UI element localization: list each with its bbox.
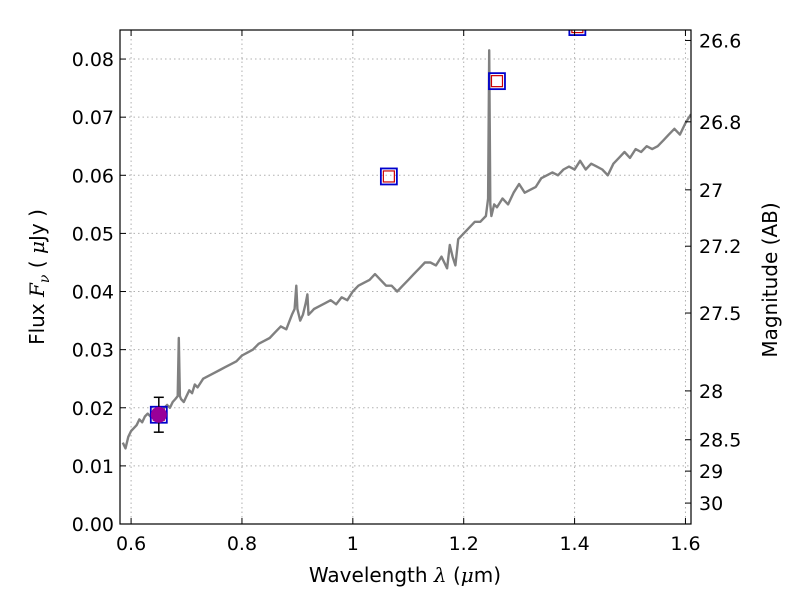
y-tick-label: 0.07: [72, 107, 114, 129]
x-tick-label: 0.6: [116, 533, 146, 555]
y2-tick-label: 30: [699, 493, 723, 515]
data-layer: [121, 30, 691, 450]
y-tick-label: 0.04: [72, 282, 114, 304]
grid-lines: [120, 30, 691, 524]
y2-tick-label: 27: [699, 180, 723, 202]
y-tick-label: 0.02: [72, 398, 114, 420]
x-tick-label: 0.8: [227, 533, 257, 555]
y2-tick-label: 28: [699, 381, 723, 403]
tick-marks: [120, 30, 691, 525]
y-tick-label: 0.08: [72, 49, 114, 71]
y2-tick-label: 26.8: [699, 112, 741, 134]
observed-point: [150, 406, 167, 423]
y-tick-label: 0.01: [72, 456, 114, 478]
x-tick-label: 1.2: [449, 533, 479, 555]
model-square-outer: [379, 167, 398, 186]
y2-axis-title: Magnitude (AB): [758, 202, 782, 357]
x-axis-title: Wavelength λ (μm): [309, 563, 501, 587]
x-tick-label: 1.4: [559, 533, 589, 555]
y-tick-label: 0.05: [72, 223, 114, 245]
model-square-outer: [488, 72, 506, 91]
y2-tick-label: 28.5: [699, 430, 741, 452]
y-tick-label: 0.03: [72, 340, 114, 362]
model-square-outer: [568, 30, 587, 36]
y-axis-title: Flux Fν ( μJy ): [25, 209, 53, 345]
spectrum-line: [121, 49, 691, 450]
x-tick-label: 1.6: [670, 533, 700, 555]
y-tick-label: 0.06: [72, 165, 114, 187]
y2-tick-label: 26.6: [699, 30, 741, 52]
y2-tick-label: 29: [699, 461, 723, 483]
model-square-inner: [490, 75, 504, 88]
model-square-inner: [571, 30, 584, 34]
plot-background: [120, 30, 691, 524]
x-tick-label: 1: [347, 533, 359, 555]
y2-tick-label: 27.2: [699, 236, 741, 258]
y-tick-label: 0.00: [72, 514, 114, 536]
y2-tick-label: 27.5: [699, 303, 741, 325]
model-square-inner: [382, 170, 395, 183]
plot-frame: [119, 29, 692, 525]
